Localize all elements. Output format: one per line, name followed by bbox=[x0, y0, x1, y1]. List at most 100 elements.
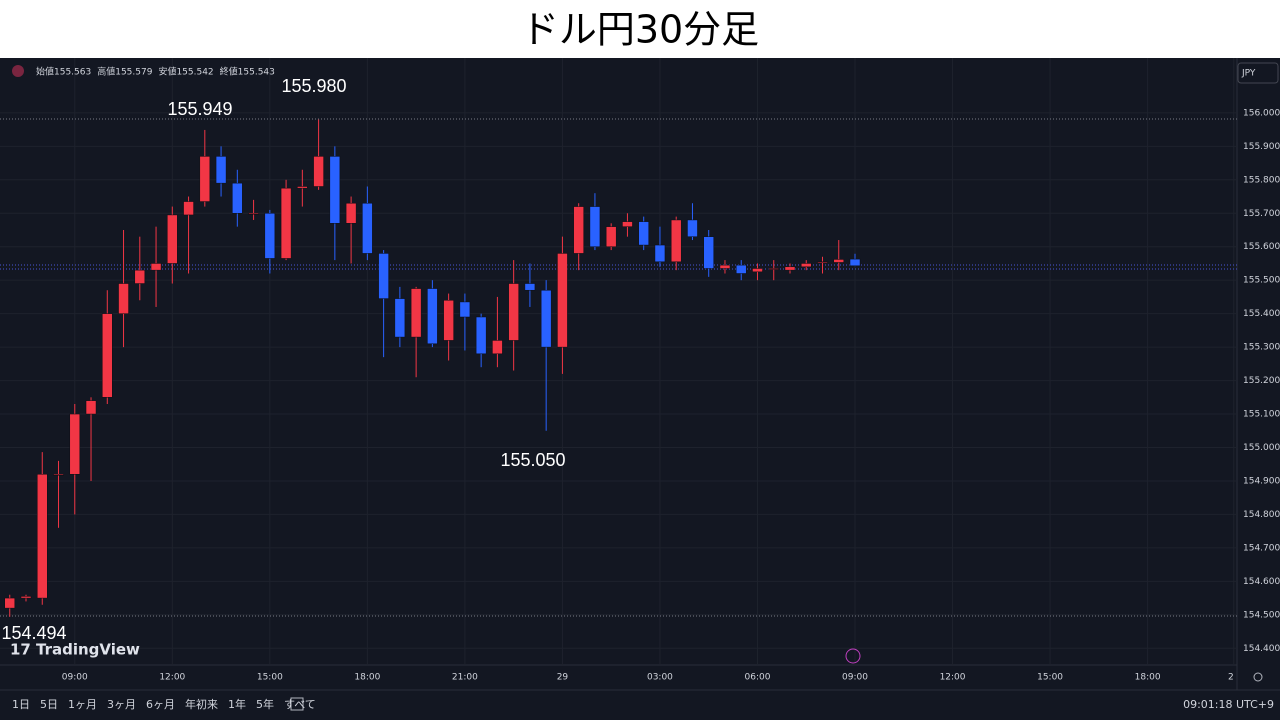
y-tick-label: 155.500 bbox=[1243, 276, 1280, 286]
candle-body bbox=[492, 340, 503, 355]
candle-body bbox=[752, 268, 763, 273]
brand: TradingView bbox=[36, 641, 140, 659]
candle-body bbox=[557, 253, 568, 348]
candle-body bbox=[378, 253, 389, 299]
candle-body bbox=[37, 474, 48, 599]
clock: 09:01:18 UTC+9 bbox=[1183, 698, 1274, 711]
candle-body bbox=[508, 283, 519, 341]
candle-body bbox=[605, 226, 617, 247]
candle-body bbox=[313, 156, 324, 187]
candle-body bbox=[622, 221, 633, 227]
candle-body bbox=[703, 236, 714, 269]
candle-body bbox=[264, 213, 276, 259]
y-tick-label: 154.600 bbox=[1243, 577, 1280, 587]
x-tick-label: 29 bbox=[557, 673, 569, 683]
ohlc-value: 高値155.579 bbox=[97, 66, 152, 78]
y-tick-label: 154.400 bbox=[1243, 644, 1280, 654]
range-button[interactable]: すべて bbox=[284, 698, 316, 711]
candle-body bbox=[443, 300, 454, 341]
candle-body bbox=[784, 266, 796, 271]
range-button[interactable]: 1日 bbox=[12, 698, 30, 711]
candle-body bbox=[833, 259, 845, 263]
candle-body bbox=[475, 316, 487, 355]
event-icon[interactable] bbox=[845, 648, 861, 664]
brand-logo: 17 bbox=[10, 641, 31, 659]
currency-box[interactable] bbox=[1237, 62, 1279, 84]
annotation: 155.980 bbox=[281, 76, 346, 96]
candle-body bbox=[53, 474, 64, 476]
candle-body bbox=[4, 597, 16, 609]
x-tick-label: 09:00 bbox=[62, 673, 88, 683]
title-band bbox=[0, 0, 1280, 58]
y-tick-label: 155.800 bbox=[1243, 175, 1280, 185]
candle-body bbox=[85, 400, 97, 415]
range-button[interactable]: 3ヶ月 bbox=[107, 698, 136, 711]
candle-body bbox=[589, 206, 601, 247]
candle-body bbox=[654, 244, 666, 263]
y-tick-label: 155.000 bbox=[1243, 443, 1280, 453]
ohlc-value: 始値155.563 bbox=[36, 66, 91, 78]
candle-body bbox=[768, 268, 779, 270]
x-tick-label: 21:00 bbox=[452, 673, 478, 683]
x-tick-label: 12:00 bbox=[940, 673, 966, 683]
chart-bg bbox=[0, 58, 1280, 720]
ohlc-value: 終値155.543 bbox=[220, 66, 275, 78]
candle-body bbox=[69, 413, 81, 475]
range-button[interactable]: 5日 bbox=[40, 698, 58, 711]
candle-body bbox=[735, 264, 747, 274]
x-tick-label: 18:00 bbox=[354, 673, 380, 683]
x-tick-label: 2 bbox=[1228, 673, 1234, 683]
x-tick-label: 06:00 bbox=[745, 673, 771, 683]
candle-body bbox=[687, 219, 698, 237]
candle-body bbox=[134, 269, 146, 284]
x-tick-label: 03:00 bbox=[647, 673, 673, 683]
candle-body bbox=[329, 156, 341, 224]
candle-body bbox=[800, 263, 812, 268]
candle-body bbox=[638, 221, 649, 246]
candle-body bbox=[232, 182, 243, 214]
annotation: 154.494 bbox=[1, 623, 66, 643]
candle-body bbox=[248, 213, 259, 215]
candle-body bbox=[394, 298, 406, 338]
annotation: 155.949 bbox=[167, 99, 232, 119]
date-range-icon[interactable] bbox=[290, 697, 304, 711]
candle-body bbox=[427, 288, 438, 345]
chart-title: ドル円30分足 bbox=[521, 8, 759, 52]
candle-body bbox=[410, 288, 422, 338]
range-button[interactable]: 5年 bbox=[256, 697, 274, 711]
candle-body bbox=[280, 187, 292, 259]
y-tick-label: 155.400 bbox=[1243, 309, 1280, 319]
range-button[interactable]: 1年 bbox=[228, 697, 246, 711]
ohlc-value: 安値155.542 bbox=[158, 66, 213, 78]
y-tick-label: 155.700 bbox=[1243, 209, 1280, 219]
candle-body bbox=[199, 156, 211, 202]
candle-body bbox=[459, 301, 471, 318]
symbol-icon bbox=[12, 65, 24, 77]
y-tick-label: 155.600 bbox=[1243, 242, 1280, 252]
candle-body bbox=[362, 202, 373, 254]
x-tick-label: 12:00 bbox=[159, 673, 185, 683]
currency[interactable]: JPY bbox=[1241, 69, 1256, 79]
y-tick-label: 155.900 bbox=[1243, 142, 1280, 152]
y-tick-label: 155.100 bbox=[1243, 410, 1280, 420]
candle-body bbox=[573, 206, 584, 254]
x-tick-label: 09:00 bbox=[842, 673, 868, 683]
y-tick-label: 154.800 bbox=[1243, 510, 1280, 520]
candle-body bbox=[118, 283, 129, 314]
y-tick-label: 154.700 bbox=[1243, 543, 1280, 553]
y-tick-label: 156.000 bbox=[1243, 108, 1280, 118]
candle-body bbox=[817, 261, 828, 264]
range-button[interactable]: 年初来 bbox=[185, 697, 218, 711]
candle-body bbox=[102, 313, 113, 398]
candle-body bbox=[345, 202, 357, 224]
y-tick-label: 155.200 bbox=[1243, 376, 1280, 386]
candle-body bbox=[183, 201, 194, 216]
range-button[interactable]: 1ヶ月 bbox=[68, 698, 97, 711]
candle-body bbox=[540, 289, 552, 348]
settings-icon[interactable] bbox=[1253, 672, 1263, 682]
candle-body bbox=[849, 258, 861, 267]
candle-body bbox=[150, 263, 162, 271]
range-button[interactable]: 6ヶ月 bbox=[146, 698, 175, 711]
